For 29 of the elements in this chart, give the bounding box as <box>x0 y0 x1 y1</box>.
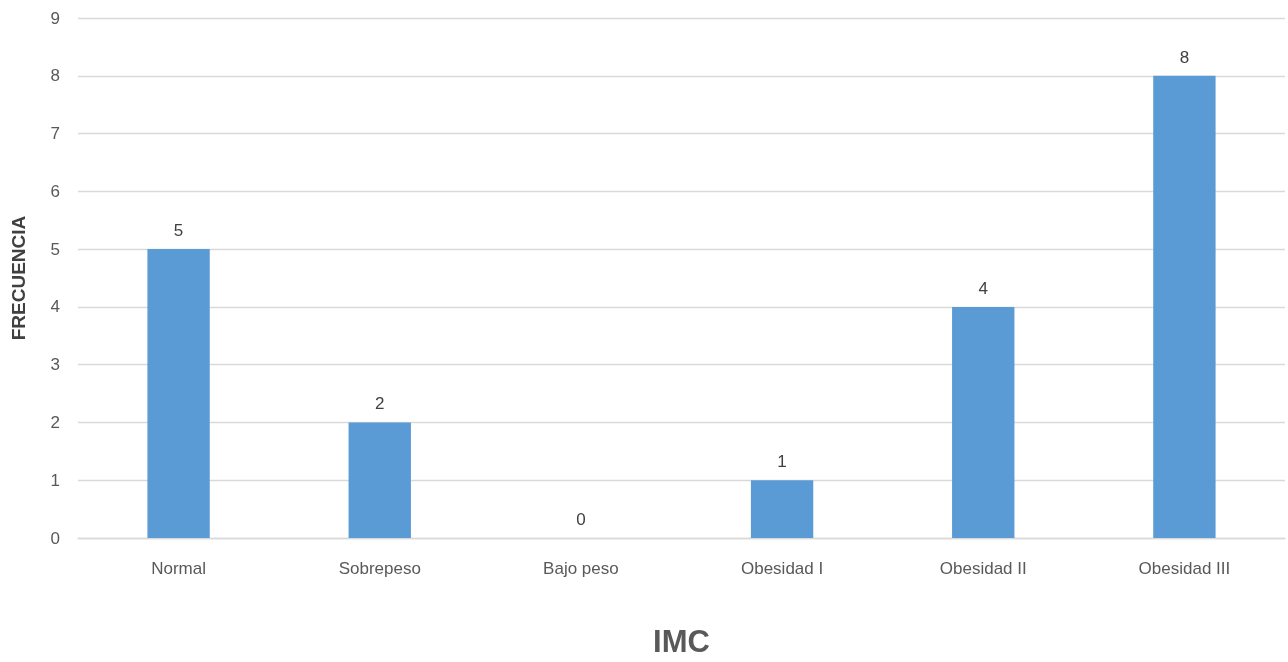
data-label: 1 <box>777 452 787 472</box>
y-tick-label: 0 <box>50 528 60 548</box>
x-tick-label: Obesidad II <box>939 559 1027 578</box>
data-label: 8 <box>1179 47 1190 67</box>
y-tick-label: 2 <box>50 412 60 432</box>
x-tick-label: Obesidad I <box>740 559 824 578</box>
bar <box>1153 75 1216 538</box>
data-label: 4 <box>978 278 988 298</box>
y-tick-label: 1 <box>50 470 60 490</box>
y-tick-label: 3 <box>50 355 60 375</box>
x-tick-label: Bajo peso <box>543 559 619 578</box>
y-tick-label: 5 <box>50 239 60 259</box>
data-label: 5 <box>173 221 184 241</box>
x-tick-label: Obesidad III <box>1138 559 1231 578</box>
bar <box>952 306 1015 538</box>
y-axis-title: FRECUENCIA <box>8 215 29 341</box>
x-tick-label: Normal <box>151 559 206 578</box>
y-tick-label: 4 <box>50 297 60 317</box>
y-tick-label: 9 <box>50 8 60 28</box>
y-tick-label: 6 <box>50 181 60 201</box>
data-label: 0 <box>576 510 586 529</box>
bar <box>147 249 210 538</box>
bar <box>348 422 411 538</box>
bar <box>750 480 814 538</box>
x-tick-label: Sobrepeso <box>338 559 421 578</box>
y-tick-label: 7 <box>50 124 60 144</box>
x-axis-title: IMC <box>653 624 710 659</box>
data-label: 2 <box>375 394 385 414</box>
y-tick-label: 8 <box>50 66 60 86</box>
